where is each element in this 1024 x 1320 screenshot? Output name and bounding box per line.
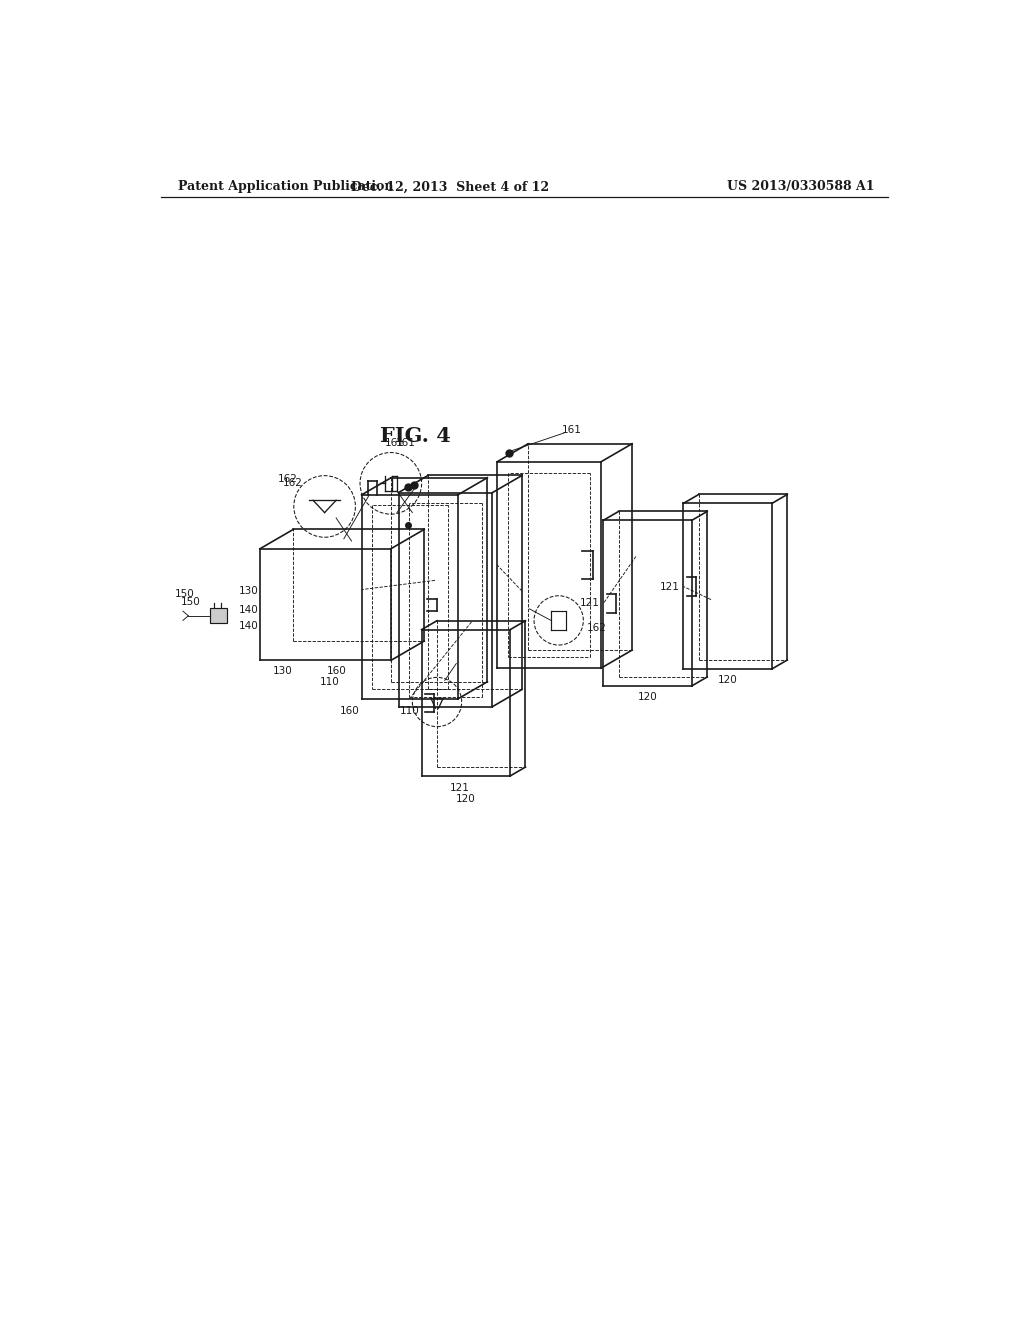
Text: FIG. 4: FIG. 4 <box>380 425 451 446</box>
Text: 162: 162 <box>587 623 607 634</box>
Text: 140: 140 <box>239 620 258 631</box>
FancyBboxPatch shape <box>210 609 226 623</box>
Text: 110: 110 <box>399 706 419 717</box>
Text: 121: 121 <box>659 582 680 591</box>
Text: 121: 121 <box>450 783 469 793</box>
Text: 110: 110 <box>319 677 339 686</box>
Text: 140: 140 <box>239 606 258 615</box>
Text: Patent Application Publication: Patent Application Publication <box>178 181 394 194</box>
Text: 150: 150 <box>174 589 195 599</box>
Text: 120: 120 <box>637 692 657 702</box>
Text: US 2013/0330588 A1: US 2013/0330588 A1 <box>727 181 874 194</box>
Text: 130: 130 <box>273 667 293 676</box>
Text: 150: 150 <box>181 597 201 607</box>
Text: 162: 162 <box>278 474 298 484</box>
Text: 161: 161 <box>396 437 416 447</box>
Text: 130: 130 <box>239 586 258 597</box>
Text: 161: 161 <box>562 425 582 434</box>
Text: 121: 121 <box>580 598 599 609</box>
Text: 120: 120 <box>718 675 737 685</box>
Text: 162: 162 <box>283 478 302 488</box>
Text: 161: 161 <box>385 438 404 449</box>
Text: 160: 160 <box>339 706 359 717</box>
Text: 160: 160 <box>327 667 347 676</box>
Text: Dec. 12, 2013  Sheet 4 of 12: Dec. 12, 2013 Sheet 4 of 12 <box>351 181 549 194</box>
Text: 120: 120 <box>456 795 475 804</box>
